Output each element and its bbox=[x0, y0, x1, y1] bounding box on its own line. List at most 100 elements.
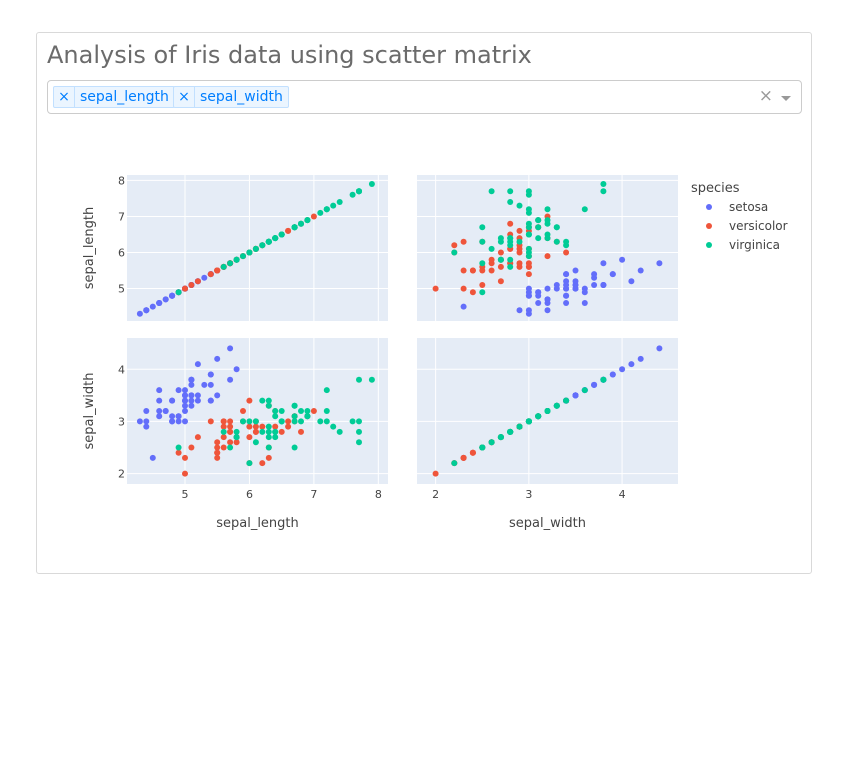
data-point-setosa bbox=[182, 418, 188, 425]
data-point-virginica bbox=[356, 376, 362, 383]
dimension-multiselect[interactable]: × sepal_length × sepal_width × bbox=[47, 80, 802, 114]
data-point-setosa bbox=[572, 285, 579, 292]
data-point-virginica bbox=[535, 224, 542, 231]
data-point-virginica bbox=[272, 434, 279, 441]
data-point-virginica bbox=[265, 397, 272, 404]
data-point-virginica bbox=[516, 238, 523, 245]
data-point-setosa bbox=[637, 267, 644, 274]
data-point-versicolor bbox=[432, 470, 439, 477]
data-point-virginica bbox=[553, 224, 560, 231]
data-point-virginica bbox=[323, 408, 330, 414]
y-tick-label: 7 bbox=[118, 210, 125, 223]
data-point-virginica bbox=[600, 181, 607, 187]
data-point-setosa bbox=[544, 285, 551, 292]
data-point-setosa bbox=[162, 296, 169, 303]
data-point-versicolor bbox=[227, 423, 234, 430]
data-point-setosa bbox=[207, 371, 214, 378]
data-point-virginica bbox=[317, 418, 324, 425]
legend-marker-setosa[interactable] bbox=[706, 204, 712, 210]
legend-item-setosa[interactable]: setosa bbox=[729, 200, 768, 214]
data-point-setosa bbox=[194, 392, 201, 399]
data-point-virginica bbox=[525, 206, 532, 213]
data-point-setosa bbox=[637, 355, 644, 362]
legend-marker-versicolor[interactable] bbox=[706, 223, 712, 229]
data-point-setosa bbox=[156, 408, 163, 414]
data-point-virginica bbox=[544, 408, 551, 414]
data-point-setosa bbox=[156, 397, 163, 404]
data-point-versicolor bbox=[194, 434, 201, 441]
data-point-setosa bbox=[149, 303, 156, 310]
x-axis-title: sepal_width bbox=[509, 516, 586, 531]
data-point-setosa bbox=[609, 271, 616, 278]
data-point-setosa bbox=[656, 260, 663, 267]
data-point-versicolor bbox=[220, 423, 227, 430]
data-point-virginica bbox=[479, 238, 486, 245]
data-point-setosa bbox=[516, 307, 523, 314]
data-point-virginica bbox=[336, 428, 343, 435]
remove-icon[interactable]: × bbox=[54, 87, 75, 107]
data-point-versicolor bbox=[227, 418, 234, 425]
data-point-versicolor bbox=[479, 267, 486, 274]
data-point-versicolor bbox=[272, 423, 279, 430]
data-point-versicolor bbox=[563, 249, 570, 256]
clear-all-icon[interactable]: × bbox=[758, 86, 773, 106]
data-point-virginica bbox=[252, 418, 259, 425]
data-point-setosa bbox=[194, 397, 201, 404]
data-point-setosa bbox=[656, 345, 663, 352]
data-point-setosa bbox=[194, 361, 201, 368]
chevron-down-icon[interactable] bbox=[781, 96, 791, 101]
data-point-setosa bbox=[207, 381, 214, 388]
data-point-virginica bbox=[525, 418, 532, 425]
data-point-virginica bbox=[227, 444, 234, 451]
data-point-setosa bbox=[169, 418, 176, 425]
data-point-versicolor bbox=[525, 271, 532, 278]
data-point-versicolor bbox=[516, 249, 523, 256]
data-point-virginica bbox=[368, 181, 375, 187]
data-point-virginica bbox=[227, 260, 234, 267]
data-point-setosa bbox=[619, 256, 626, 263]
data-point-setosa bbox=[201, 274, 208, 281]
data-point-virginica bbox=[259, 397, 266, 404]
data-point-setosa bbox=[600, 282, 607, 288]
legend-item-versicolor[interactable]: versicolor bbox=[729, 219, 788, 233]
data-point-setosa bbox=[136, 310, 143, 317]
remove-icon[interactable]: × bbox=[174, 87, 195, 107]
data-point-setosa bbox=[563, 292, 570, 299]
data-point-virginica bbox=[553, 402, 560, 409]
x-tick-label: 3 bbox=[525, 488, 532, 501]
data-point-setosa bbox=[227, 376, 234, 383]
legend-item-virginica[interactable]: virginica bbox=[729, 238, 780, 252]
data-point-versicolor bbox=[182, 470, 188, 477]
data-point-virginica bbox=[265, 402, 272, 409]
data-point-setosa bbox=[619, 366, 626, 373]
data-point-virginica bbox=[479, 289, 486, 296]
data-point-virginica bbox=[240, 253, 246, 260]
data-point-virginica bbox=[488, 245, 495, 252]
data-point-setosa bbox=[544, 300, 551, 306]
data-point-virginica bbox=[507, 199, 514, 205]
data-point-virginica bbox=[535, 217, 542, 224]
data-point-virginica bbox=[265, 428, 272, 435]
data-point-virginica bbox=[298, 418, 304, 425]
x-tick-label: 4 bbox=[619, 488, 626, 501]
data-point-virginica bbox=[479, 444, 486, 451]
legend-marker-virginica[interactable] bbox=[706, 242, 712, 248]
data-point-setosa bbox=[188, 376, 195, 383]
data-point-versicolor bbox=[188, 282, 195, 288]
data-point-versicolor bbox=[285, 227, 292, 234]
data-point-setosa bbox=[572, 267, 579, 274]
data-point-versicolor bbox=[246, 434, 253, 441]
data-point-versicolor bbox=[460, 285, 467, 292]
data-point-versicolor bbox=[488, 267, 495, 274]
data-point-setosa bbox=[544, 307, 551, 314]
data-point-setosa bbox=[535, 289, 542, 296]
data-point-setosa bbox=[628, 361, 635, 368]
data-point-versicolor bbox=[233, 439, 240, 446]
y-tick-label: 8 bbox=[118, 174, 125, 187]
data-point-setosa bbox=[156, 300, 163, 306]
data-point-virginica bbox=[291, 413, 298, 420]
data-point-versicolor bbox=[525, 260, 532, 267]
data-point-virginica bbox=[507, 238, 514, 245]
data-point-versicolor bbox=[246, 423, 253, 430]
